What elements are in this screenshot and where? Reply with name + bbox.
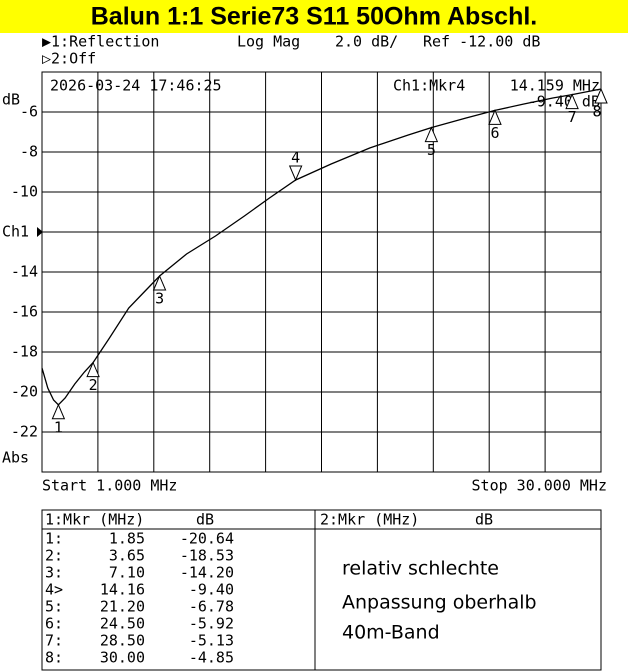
table-cell: 1: [45,530,63,548]
datetime: 2026-03-24 17:46:25 [50,77,222,95]
trace1-label: ▶1:Reflection [42,33,159,51]
marker [565,93,579,110]
y-tick-label: -22 [11,423,38,441]
marker [424,126,439,143]
table-cell: -5.13 [189,632,234,650]
annotation: 40m-Band [342,622,440,644]
table-cell: -20.64 [180,530,234,548]
table-cell: 7.10 [109,564,145,582]
ref-arrow [37,227,43,237]
format-label: Log Mag [237,33,300,51]
table-cell: -14.20 [180,564,234,582]
marker-label: 3 [155,290,164,308]
table-cell: 5: [45,598,63,616]
y-tick-label: -10 [11,183,38,201]
table-cell: -18.53 [180,547,234,565]
table-cell: 3.65 [109,547,145,565]
chart-title: Balun 1:1 Serie73 S11 50Ohm Abschl. [91,3,538,31]
y-tick-label: -14 [11,263,38,281]
marker-label: 4 [291,149,300,167]
title-bar [0,0,628,33]
trace [41,88,602,406]
marker-label: 2 [89,376,98,394]
table-header: 2:Mkr (MHz) [320,511,419,529]
table-cell: 14.16 [100,581,145,599]
marker-freq: 14.159 MHz [510,77,600,95]
y-unit: dB [2,91,20,109]
y-tick-label: Ch1 [2,223,29,241]
marker-value: -9.40 dB [528,93,600,111]
scale-label: 2.0 dB/ [335,33,398,51]
table-header: 1:Mkr (MHz) [45,511,144,529]
table-header: dB [475,511,493,529]
table-cell: 6: [45,615,63,633]
marker-label: 6 [490,124,499,142]
marker [594,87,608,104]
table-cell: 30.00 [100,649,145,667]
table-header: dB [196,511,214,529]
ref-label: Ref -12.00 dB [423,33,540,51]
y-tick-label: -20 [11,383,38,401]
start-label: Start 1.000 MHz [42,477,177,495]
annotation: Anpassung oberhalb [342,592,537,614]
y-tick-label: -16 [11,303,38,321]
trace2-label: ▷2:Off [42,50,96,68]
table-cell: 28.50 [100,632,145,650]
table-cell: -5.92 [189,615,234,633]
marker-label: 5 [427,141,436,159]
marker-label: 1 [54,418,63,436]
y-bottom-label: Abs [2,449,29,467]
marker [288,165,303,182]
active-marker: Ch1:Mkr4 [393,77,465,95]
table-cell: 1.85 [109,530,145,548]
y-tick-label: -6 [20,103,38,121]
marker [86,361,100,378]
table-cell: -6.78 [189,598,234,616]
table-cell: -4.85 [189,649,234,667]
table-cell: 24.50 [100,615,145,633]
table-cell: 7: [45,632,63,650]
marker-label: 7 [568,108,577,126]
table-cell: 8: [45,649,63,667]
marker [51,403,66,420]
marker-label: 8 [592,103,601,121]
y-tick-label: -18 [11,343,38,361]
table-cell: 2: [45,547,63,565]
table-cell: 4> [45,581,63,599]
table-cell: -9.40 [189,581,234,599]
marker [488,109,502,125]
stop-label: Stop 30.000 MHz [472,477,607,495]
marker [152,274,167,291]
y-tick-label: -8 [20,143,38,161]
annotation: relativ schlechte [342,558,499,580]
table-cell: 3: [45,564,63,582]
table-cell: 21.20 [100,598,145,616]
table-frame [41,509,602,671]
